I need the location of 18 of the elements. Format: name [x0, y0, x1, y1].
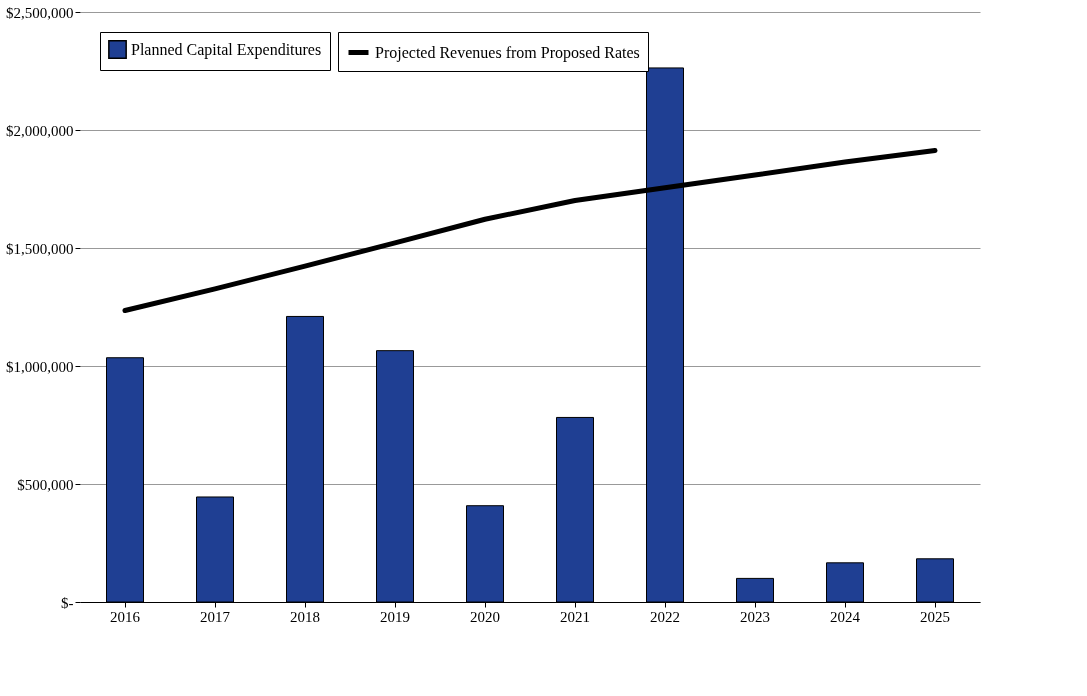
x-tick-label: 2017 [200, 608, 231, 625]
x-tick-label: 2025 [920, 608, 950, 625]
x-tick-label: 2020 [470, 608, 500, 625]
y-tick-label: $- [61, 594, 74, 611]
x-tick-label: 2021 [560, 608, 590, 625]
y-tick-label: $2,500,000 [6, 4, 74, 21]
x-tick-label: 2024 [830, 608, 861, 625]
x-tick-label: 2018 [290, 608, 320, 625]
legend-label: Planned Capital Expenditures [131, 40, 322, 59]
legend-label: Projected Revenues from Proposed Rates [375, 43, 640, 62]
x-tick-label: 2019 [380, 608, 410, 625]
y-tick-label: $1,500,000 [6, 240, 74, 257]
y-tick-label: $1,000,000 [6, 358, 74, 375]
x-tick-label: 2023 [740, 608, 770, 625]
y-tick-label: $2,000,000 [6, 122, 74, 139]
x-tick-label: 2022 [650, 608, 680, 625]
x-tick-label: 2016 [110, 608, 141, 625]
y-tick-label: $500,000 [17, 476, 74, 493]
